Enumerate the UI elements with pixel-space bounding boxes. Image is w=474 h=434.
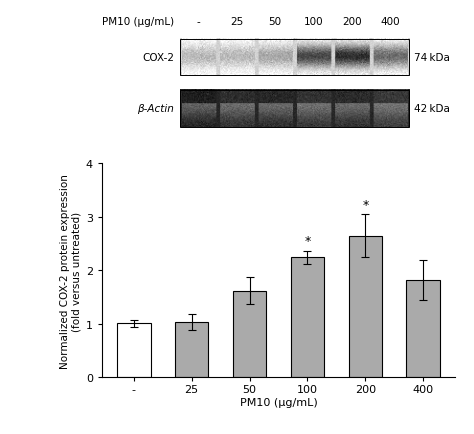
Bar bbox=[291, 257, 324, 378]
Bar bbox=[180, 39, 409, 76]
Bar bbox=[348, 236, 382, 378]
Text: COX-2: COX-2 bbox=[142, 53, 174, 63]
Text: *: * bbox=[304, 234, 310, 247]
Y-axis label: Normalized COX-2 protein expression
(fold versus untreated): Normalized COX-2 protein expression (fol… bbox=[60, 174, 82, 368]
Text: 42 kDa: 42 kDa bbox=[414, 104, 450, 114]
X-axis label: PM10 (μg/mL): PM10 (μg/mL) bbox=[239, 397, 318, 407]
Text: β-Actin: β-Actin bbox=[137, 104, 174, 114]
Bar bbox=[233, 291, 266, 378]
Text: 50: 50 bbox=[269, 16, 282, 26]
Bar bbox=[180, 90, 409, 128]
Text: -: - bbox=[197, 16, 201, 26]
Text: 200: 200 bbox=[342, 16, 362, 26]
Bar bbox=[406, 280, 440, 378]
Text: 400: 400 bbox=[380, 16, 400, 26]
Text: 25: 25 bbox=[230, 16, 244, 26]
Bar bbox=[117, 324, 151, 378]
Text: PM10 (μg/mL): PM10 (μg/mL) bbox=[102, 16, 174, 26]
Text: 74 kDa: 74 kDa bbox=[414, 53, 450, 63]
Text: *: * bbox=[362, 198, 368, 211]
Bar bbox=[175, 322, 209, 378]
Text: 100: 100 bbox=[304, 16, 323, 26]
